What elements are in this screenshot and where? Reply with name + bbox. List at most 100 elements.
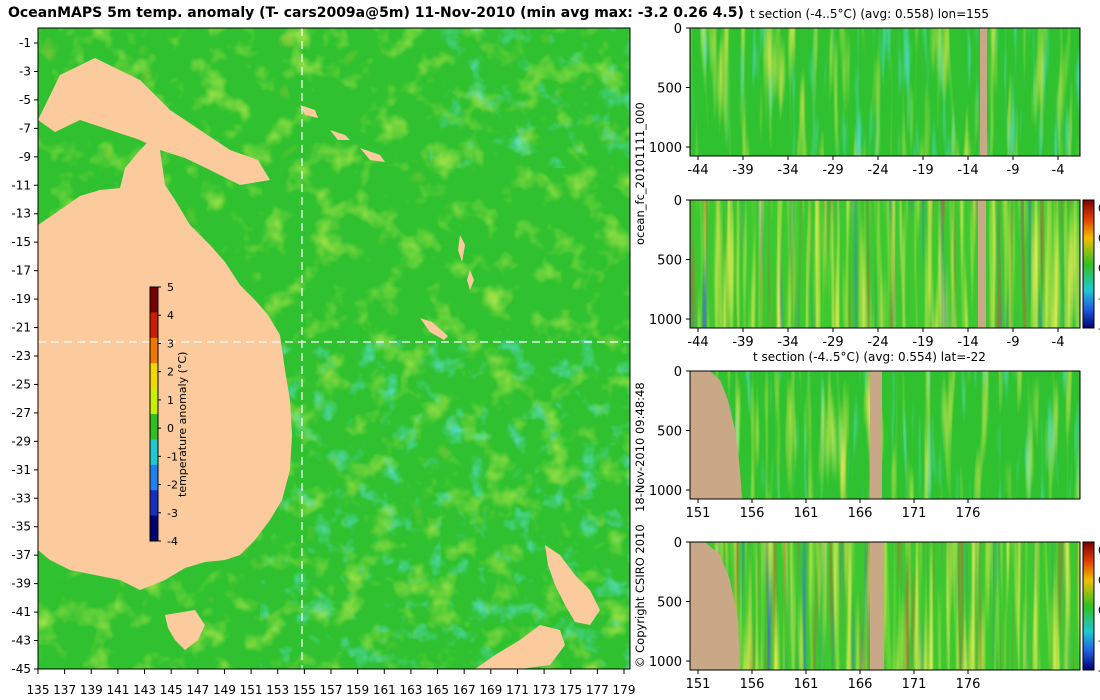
lat-tick-label: -35 bbox=[11, 520, 31, 534]
section-x-tick-label: 156 bbox=[740, 506, 765, 521]
temperature-section-lat: 0 500 1000 151 156 161 166 171 176 bbox=[649, 365, 1081, 521]
section-x-tick-label: -24 bbox=[867, 335, 888, 350]
land-gap bbox=[978, 200, 986, 328]
velocity-colorbar-tick: 0.2 bbox=[1098, 232, 1100, 245]
section-x-tick-label: -4 bbox=[1052, 335, 1065, 350]
section-x-tick-label: -39 bbox=[732, 163, 753, 178]
section-x-tick-label: 166 bbox=[848, 506, 873, 521]
lat-tick-label: -41 bbox=[11, 605, 31, 619]
depth-tick-label: 1000 bbox=[649, 313, 682, 328]
section-x-tick-label: 176 bbox=[956, 506, 981, 521]
lat-tick-label: -9 bbox=[19, 150, 31, 164]
lon-tick-label: 175 bbox=[559, 683, 582, 697]
colorbar-tick-label: 5 bbox=[167, 281, 174, 294]
colorbar-segment bbox=[150, 363, 158, 390]
lon-tick-label: 135 bbox=[27, 683, 50, 697]
velocity-colorbar bbox=[1082, 541, 1095, 671]
lat-tick-label: -23 bbox=[11, 349, 31, 363]
section-x-tick-label: -14 bbox=[957, 335, 978, 350]
colorbar-tick-label: -2 bbox=[167, 479, 178, 492]
velocity-colorbar-tick: -0.4 bbox=[1098, 322, 1100, 335]
depth-tick-label: 500 bbox=[657, 596, 682, 611]
section-x-tick-label: -39 bbox=[732, 335, 753, 350]
colorbar-segment bbox=[150, 515, 158, 542]
colorbar-label: temperature anomaly (°C) bbox=[176, 351, 189, 497]
lon-tick-label: 137 bbox=[53, 683, 76, 697]
lat-tick-label: -15 bbox=[11, 235, 31, 249]
section-x-tick-label: 161 bbox=[794, 506, 819, 521]
new-guinea bbox=[38, 58, 270, 185]
seafloor-land bbox=[690, 371, 742, 499]
temperature-section-lon: 0 500 1000 -44 -39 -34 -29 -24 -19 -14 -9 -4 bbox=[649, 22, 1081, 178]
depth-tick-label: 1000 bbox=[649, 484, 682, 499]
depth-tick-label: 500 bbox=[657, 425, 682, 440]
land-gap bbox=[870, 371, 882, 499]
lat-tick-label: -11 bbox=[11, 178, 31, 192]
lon-tick-label: 179 bbox=[613, 683, 636, 697]
lat-tick-label: -21 bbox=[11, 321, 31, 335]
lat-tick-label: -33 bbox=[11, 491, 31, 505]
colorbar-segment bbox=[150, 414, 158, 440]
section-x-tick-label: -34 bbox=[777, 163, 798, 178]
velocity-south-section: 0 500 1000 151 156 161 166 171 176 0.4 0.2 0 -0.2 -0.… bbox=[649, 536, 1100, 692]
lon-tick-label: 139 bbox=[80, 683, 103, 697]
velocity-colorbar-tick: 0.2 bbox=[1098, 574, 1100, 587]
section-x-tick-label: 171 bbox=[902, 506, 927, 521]
lon-tick-label: 167 bbox=[453, 683, 476, 697]
section-x-tick-label: -4 bbox=[1052, 163, 1065, 178]
section-x-tick-label: 151 bbox=[686, 677, 711, 692]
velocity-colorbar-tick: 0.4 bbox=[1098, 202, 1100, 215]
lon-axis: 135 137 139 141 143 145 147 149 151 153 155 157 159 1… bbox=[27, 669, 636, 697]
colorbar-segment bbox=[150, 337, 158, 364]
depth-tick-label: 0 bbox=[674, 365, 682, 380]
lat-tick-label: -43 bbox=[11, 634, 31, 648]
lat-tick-label: -45 bbox=[11, 662, 31, 676]
lon-tick-label: 155 bbox=[293, 683, 316, 697]
colorbar-segment bbox=[150, 490, 158, 517]
depth-tick-label: 1000 bbox=[649, 141, 682, 156]
section-x-tick-label: 176 bbox=[956, 677, 981, 692]
lat-tick-label: -3 bbox=[19, 64, 31, 78]
section-x-tick-label: -24 bbox=[867, 163, 888, 178]
lon-tick-label: 173 bbox=[533, 683, 556, 697]
colorbar-tick-label: -1 bbox=[167, 450, 178, 463]
depth-tick-label: 500 bbox=[657, 82, 682, 97]
lon-tick-label: 147 bbox=[186, 683, 209, 697]
velocity-colorbar-tick: -0.4 bbox=[1098, 664, 1100, 677]
section-x-tick-label: -44 bbox=[687, 163, 708, 178]
lat-tick-label: -27 bbox=[11, 406, 31, 420]
lon-tick-label: 153 bbox=[266, 683, 289, 697]
colorbar-tick-label: -4 bbox=[167, 535, 178, 548]
lat-tick-label: -29 bbox=[11, 434, 31, 448]
lat-tick-label: -31 bbox=[11, 463, 31, 477]
velocity-colorbar-tick: -0.2 bbox=[1098, 292, 1100, 305]
colorbar-tick-label: -3 bbox=[167, 507, 178, 520]
colorbar-segment bbox=[150, 388, 158, 415]
velocity-colorbar-tick: 0.4 bbox=[1098, 544, 1100, 557]
colorbar-segment bbox=[150, 312, 158, 339]
panel-frame bbox=[689, 370, 1081, 500]
land-masses bbox=[38, 58, 600, 669]
lon-tick-label: 159 bbox=[346, 683, 369, 697]
section-x-tick-label: -9 bbox=[1007, 335, 1020, 350]
panel3-title: t section (-4..5°C) (avg: 0.554) lat=-22 bbox=[753, 350, 986, 364]
section-x-tick-label: 151 bbox=[686, 506, 711, 521]
section-x-tick-label: 166 bbox=[848, 677, 873, 692]
lat-tick-label: -19 bbox=[11, 292, 31, 306]
depth-tick-label: 500 bbox=[657, 254, 682, 269]
lon-tick-label: 149 bbox=[213, 683, 236, 697]
lon-tick-label: 171 bbox=[506, 683, 529, 697]
new-zealand-south bbox=[475, 625, 565, 669]
colorbar-tick-label: 1 bbox=[167, 394, 174, 407]
vanuatu bbox=[458, 235, 474, 290]
tasmania bbox=[165, 610, 205, 650]
lat-tick-label: -5 bbox=[19, 93, 31, 107]
lat-tick-label: -1 bbox=[19, 36, 31, 50]
panel-frame bbox=[689, 541, 1081, 671]
new-caledonia bbox=[420, 318, 448, 340]
velocity-colorbar bbox=[1082, 199, 1095, 329]
lat-tick-label: -39 bbox=[11, 577, 31, 591]
solomon-islands bbox=[300, 105, 385, 162]
map-title: OceanMAPS 5m temp. anomaly (T- cars2009a… bbox=[8, 5, 744, 21]
velocity-colorbar-tick: -0.2 bbox=[1098, 634, 1100, 647]
